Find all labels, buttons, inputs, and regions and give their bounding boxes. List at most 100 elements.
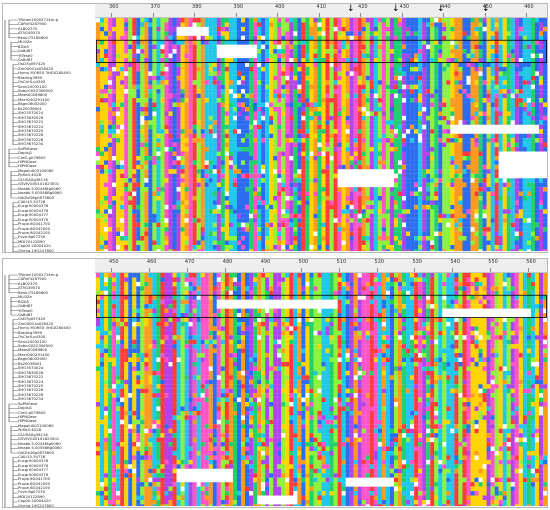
residue-cell [188,196,193,201]
sequence-name[interactable]: ALB02370 [18,26,38,31]
sequence-name[interactable]: Nnabk.5.00558Bg0060 [18,191,62,196]
residue-cell [124,196,129,201]
residue-cell [216,124,221,130]
sequence-name[interactable]: Maes00289800 [18,93,48,98]
sequence-name[interactable]: Dapisj1 [18,151,33,156]
residue-cell [124,129,129,134]
residue-cell [502,196,507,201]
residue-cell [373,200,378,205]
sequence-name[interactable]: SHO3670222 [18,120,44,125]
sequence-name[interactable]: GLUSAXg36116 [18,177,48,182]
sequence-name[interactable]: Bevin75189600 [18,35,48,40]
residue-cell [156,164,161,170]
residue-cell [530,40,535,45]
residue-cell [486,142,491,148]
residue-cell [426,191,431,197]
sequence-name[interactable]: GdIZxG6g0875600 [18,195,54,200]
sequence-name[interactable]: Bsgn06002000 [18,102,47,107]
sequence-name[interactable]: Gs8d87 [18,57,33,62]
sequence-name[interactable]: Glyma.19G247800 [18,248,54,252]
sequence-name[interactable]: YtTese0 [18,53,33,58]
residue-cell [236,169,242,174]
sequence-name[interactable]: SHO3670224 [18,124,44,129]
residue-cell [418,164,423,170]
sequence-name[interactable]: Nnabk.5.00446tg0060 [18,186,61,191]
sequence-name[interactable]: Eucgr00004376 [18,208,49,213]
sequence-name[interactable]: MLI0Ze [18,40,32,45]
sequence-name[interactable]: Eucgr00004377 [18,213,49,218]
sequence-name[interactable]: Sobic002G306500 [18,89,53,93]
residue-cell [136,169,141,174]
sequence-name[interactable]: HiPNGase [18,164,37,169]
sequence-name[interactable]: Bradlcg3990 [18,75,43,80]
sequence-name[interactable]: Prupe.6G042000 [18,226,50,231]
sequence-name[interactable]: SHO3670234 [18,142,44,147]
residue-cell [104,58,109,63]
residue-cell [240,178,246,183]
sequence-name[interactable]: CiAU10.34728 [18,199,46,204]
sequence-name[interactable]: Bl2b5 [18,44,29,49]
residue-cell [345,40,350,45]
alignment-grid-top[interactable] [96,18,547,251]
residue-cell [522,62,527,67]
sequence-name[interactable]: TRmen10002714m.g [18,18,59,22]
sequence-name[interactable]: OsD7g097420 [18,62,46,67]
sequence-name[interactable]: Mapalu003100060 [18,168,54,173]
sequence-name[interactable]: Cap00.20004420 [18,244,51,249]
residue-cell [132,31,137,36]
residue-cell [112,71,117,76]
residue-cell [377,44,382,50]
residue-cell [261,191,266,197]
sequence-name[interactable]: SHO3630026 [18,115,44,120]
sequence-name[interactable]: SHO3670228 [18,137,44,142]
residue-cell [538,62,544,67]
sequence-name[interactable]: SoPNGese [18,146,38,151]
residue-cell [136,138,141,143]
residue-cell [373,58,378,63]
residue-cell [389,18,395,23]
residue-cell [526,200,531,205]
residue-cell [289,204,294,210]
sequence-name[interactable]: MDI20122890 [18,239,45,244]
sequence-name[interactable]: CARnf4287900 [18,22,47,27]
residue-cell [204,160,209,165]
residue-cell [172,187,177,192]
sequence-name[interactable]: Gs8d87 [18,49,33,54]
residue-cell [474,26,479,32]
residue-cell [398,169,403,174]
residue-cell [353,93,358,99]
residue-cell [454,173,459,179]
residue-cell [220,62,225,67]
residue-cell [317,142,322,148]
sequence-name[interactable]: HiPNGese [18,160,37,164]
residue-cell [422,58,427,63]
sequence-name[interactable]: Bs20036001 [18,106,42,111]
sequence-name[interactable]: Zm00001a028420 [18,66,54,71]
residue-cell [208,187,213,192]
residue-cell [200,49,205,54]
sequence-name[interactable]: Eucgr00004379 [18,217,49,222]
residue-cell [466,196,471,201]
sequence-name[interactable]: SHO3570024 [18,111,44,116]
sequence-name[interactable]: Sevn20032100 [18,84,47,89]
residue-cell [381,133,386,139]
sequence-name[interactable]: AT5G49570 [18,31,41,36]
sequence-name[interactable]: CreG.g079800 [18,155,46,160]
sequence-name[interactable]: PpSe4.4G28 [18,173,42,178]
residue-cell [313,164,318,170]
sequence-name[interactable]: Prupe.6G042100 [18,231,50,235]
sequence-name[interactable]: Macr04G291400 [18,97,50,102]
sequence-name[interactable]: SHO3670225 [18,128,44,133]
sequence-name[interactable]: Fvve.6g07230 [18,235,46,240]
sequence-name[interactable]: Eucgr00004376 [18,204,49,209]
residue-cell [309,155,314,161]
residue-cell [172,182,177,188]
residue-cell [289,26,294,32]
sequence-name[interactable]: GSVIVG00101823001 [18,182,60,187]
sequence-name[interactable]: OsChr0.p4300 [18,80,46,85]
residue-cell [510,18,515,23]
sequence-name[interactable]: Prupe.6G041700 [18,222,50,227]
sequence-name[interactable]: SHO3670226 [18,133,44,138]
residue-cell [414,115,419,121]
sequence-name[interactable]: Hvmu MOREX 3HG0280400 [18,71,71,76]
